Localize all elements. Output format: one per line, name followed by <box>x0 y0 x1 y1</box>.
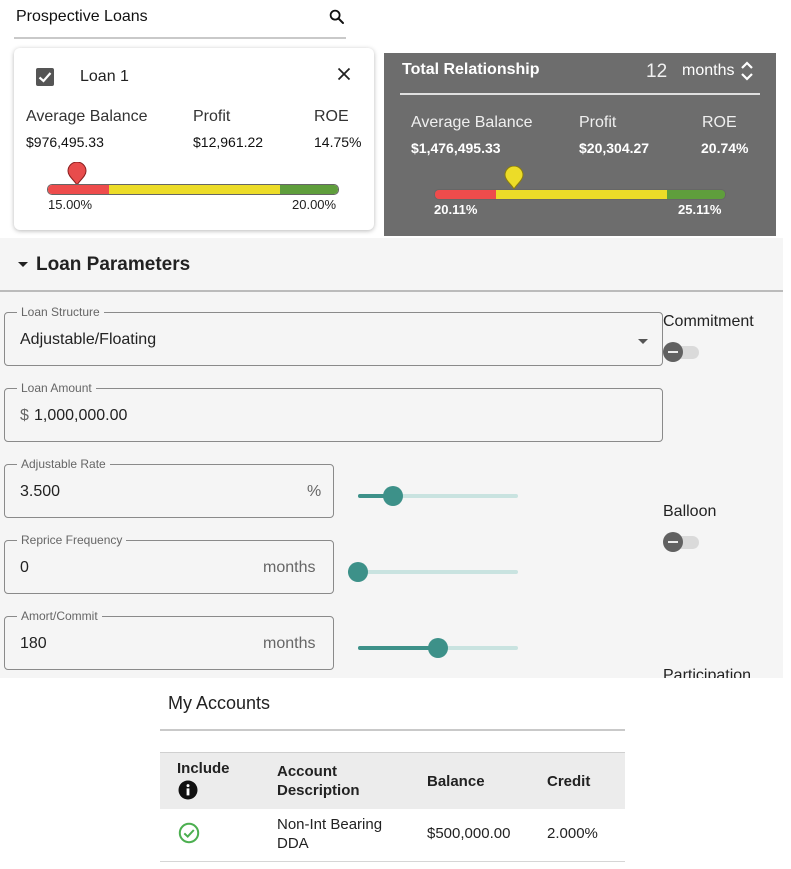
amort-commit-field[interactable]: Amort/Commit 180 months <box>4 609 334 670</box>
roe-label: ROE <box>314 108 349 125</box>
tr-avg-balance-label: Average Balance <box>411 114 533 131</box>
adjustable-rate-field[interactable]: Adjustable Rate 3.500 % <box>4 457 334 518</box>
loan-parameters-title[interactable]: Loan Parameters <box>36 254 191 275</box>
my-accounts-title: My Accounts <box>168 693 271 713</box>
commitment-toggle[interactable] <box>663 342 701 362</box>
tr-roe-label: ROE <box>702 114 737 131</box>
loan-amount-value: 1,000,000.00 <box>34 407 128 424</box>
adjustable-rate-slider[interactable] <box>358 486 518 506</box>
loan-name: Loan 1 <box>80 68 129 85</box>
reprice-frequency-value: 0 <box>20 559 29 576</box>
unfold-icon[interactable] <box>740 59 754 83</box>
roe-range-bar <box>47 184 339 195</box>
balloon-toggle[interactable] <box>663 532 701 552</box>
slider-track <box>348 570 518 574</box>
loan-parameters-section: Loan Parameters Loan Structure Adjustabl… <box>0 238 783 678</box>
table-row: Non-Int Bearing DDA $500,000.00 2.000% <box>160 809 625 862</box>
loan-structure-label: Loan Structure <box>17 305 104 319</box>
slider-fill <box>358 646 438 650</box>
check-circle-icon[interactable] <box>178 822 200 844</box>
avg-balance-value: $976,495.33 <box>26 134 104 150</box>
reprice-frequency-field[interactable]: Reprice Frequency 0 months <box>4 533 334 594</box>
toggle-thumb[interactable] <box>663 342 683 362</box>
account-description-line1: Non-Int Bearing <box>277 816 383 833</box>
slider-thumb[interactable] <box>428 638 448 658</box>
participation-label: Participation <box>663 667 752 678</box>
amort-commit-suffix: months <box>263 635 316 652</box>
search-icon[interactable] <box>328 8 346 26</box>
reprice-frequency-slider[interactable] <box>348 562 518 582</box>
tr-profit-value: $20,304.27 <box>579 140 650 156</box>
divider <box>0 290 783 292</box>
divider <box>160 729 625 731</box>
profit-value: $12,961.22 <box>193 134 264 150</box>
amort-commit-value: 180 <box>20 635 47 652</box>
commitment-label: Commitment <box>663 313 754 330</box>
divider <box>400 93 760 95</box>
adjustable-rate-label: Adjustable Rate <box>17 457 110 471</box>
loan-amount-prefix: $ <box>20 407 29 424</box>
include-column-header[interactable]: Include <box>177 760 230 777</box>
roe-value: 14.75% <box>314 134 362 150</box>
amort-commit-slider[interactable] <box>358 638 518 658</box>
avg-balance-label: Average Balance <box>26 108 148 125</box>
loan-card[interactable]: Loan 1 Average Balance $976,495.33 Profi… <box>14 48 374 230</box>
account-description-header-line1: Account <box>277 763 337 780</box>
account-description-header[interactable]: Account Description <box>277 762 360 800</box>
total-relationship-title: Total Relationship <box>402 61 540 78</box>
slider-track <box>358 494 518 498</box>
loan-checkbox[interactable] <box>36 68 54 86</box>
credit-cell: 2.000% <box>547 825 598 842</box>
roe-min-label: 15.00% <box>48 197 93 212</box>
loan-structure-value: Adjustable/Floating <box>20 331 157 348</box>
adjustable-rate-suffix: % <box>307 483 322 500</box>
tr-roe-range-bar <box>434 189 726 200</box>
loan-structure-select[interactable]: Loan Structure Adjustable/Floating <box>4 305 663 366</box>
account-description-line2: DDA <box>277 835 309 852</box>
caret-down-icon[interactable] <box>18 262 28 267</box>
tr-profit-label: Profit <box>579 114 617 131</box>
profit-label: Profit <box>193 108 231 125</box>
slider-thumb[interactable] <box>348 562 368 582</box>
credit-column-header[interactable]: Credit <box>547 773 591 790</box>
reprice-frequency-suffix: months <box>263 559 316 576</box>
account-description-header-line2: Description <box>277 782 360 799</box>
accounts-table-header: Include Account Description Balance Cred… <box>160 752 625 810</box>
balloon-label: Balloon <box>663 503 717 520</box>
loan-amount-label: Loan Amount <box>17 381 96 395</box>
tr-roe-high-segment <box>666 190 725 199</box>
tr-roe-mid-segment <box>495 190 667 199</box>
period-unit: months <box>682 62 735 79</box>
tr-roe-value: 20.74% <box>701 140 749 156</box>
reprice-frequency-label: Reprice Frequency <box>17 533 127 547</box>
info-icon[interactable] <box>178 780 198 800</box>
prospective-loans-title: Prospective Loans <box>16 8 148 25</box>
tr-avg-balance-value: $1,476,495.33 <box>411 140 501 156</box>
tr-roe-min-label: 20.11% <box>434 202 478 217</box>
tr-roe-low-segment <box>435 190 496 199</box>
balance-column-header[interactable]: Balance <box>427 773 485 790</box>
period-value[interactable]: 12 <box>646 61 668 82</box>
tr-roe-marker-icon <box>504 166 524 190</box>
toggle-thumb[interactable] <box>663 532 683 552</box>
roe-marker-icon <box>67 162 87 186</box>
check-icon <box>38 72 52 83</box>
account-description-cell: Non-Int Bearing DDA <box>277 815 382 853</box>
slider-fill <box>358 494 394 498</box>
divider <box>14 37 346 39</box>
loan-amount-field[interactable]: Loan Amount $ 1,000,000.00 <box>4 381 663 442</box>
adjustable-rate-value: 3.500 <box>20 483 61 500</box>
close-icon[interactable] <box>336 66 352 82</box>
roe-max-label: 20.00% <box>292 197 337 212</box>
dropdown-arrow-icon <box>638 339 648 344</box>
tr-roe-max-label: 25.11% <box>678 202 722 217</box>
slider-thumb[interactable] <box>383 486 404 506</box>
roe-high-segment <box>279 185 338 194</box>
balance-cell: $500,000.00 <box>427 825 511 842</box>
roe-low-segment <box>48 185 109 194</box>
amort-commit-label: Amort/Commit <box>17 609 102 623</box>
roe-mid-segment <box>108 185 280 194</box>
total-relationship-panel: Total Relationship 12 months Average Bal… <box>384 53 776 236</box>
